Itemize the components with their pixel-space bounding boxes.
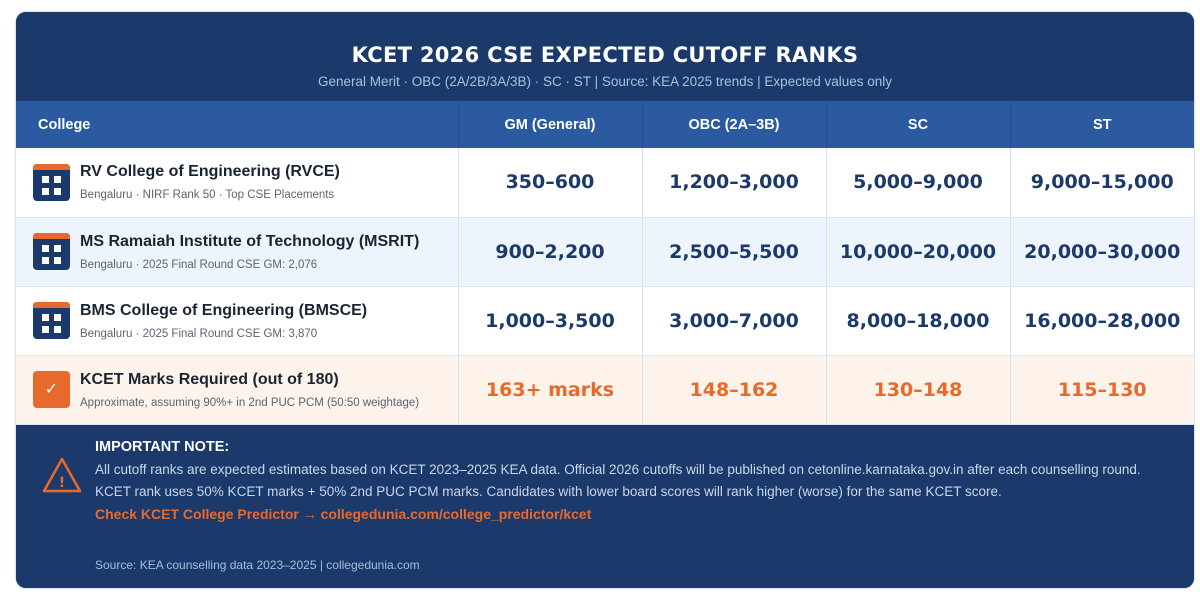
table-row: RV College of Engineering (RVCE) Bengalu… xyxy=(16,148,1194,218)
gm-cutoff: 900–2,200 xyxy=(458,217,643,287)
important-note: ! IMPORTANT NOTE: All cutoff ranks are e… xyxy=(16,424,1194,588)
college-cell: BMS College of Engineering (BMSCE) Benga… xyxy=(16,286,459,356)
sc-cutoff: 5,000–9,000 xyxy=(826,148,1011,218)
obc-marks: 148–162 xyxy=(642,355,827,425)
table-row: BMS College of Engineering (BMSCE) Benga… xyxy=(16,286,1194,356)
marks-label-cell: ✓ KCET Marks Required (out of 180) Appro… xyxy=(16,355,459,425)
warning-icon: ! xyxy=(42,457,82,492)
st-cutoff: 16,000–28,000 xyxy=(1010,286,1194,356)
college-name: RV College of Engineering (RVCE) xyxy=(80,163,340,181)
column-header-st: ST xyxy=(1092,116,1112,133)
college-cell: RV College of Engineering (RVCE) Bengalu… xyxy=(16,148,459,218)
table-row: MS Ramaiah Institute of Technology (MSRI… xyxy=(16,217,1194,287)
college-cell: MS Ramaiah Institute of Technology (MSRI… xyxy=(16,217,459,287)
college-name: MS Ramaiah Institute of Technology (MSRI… xyxy=(80,232,420,250)
column-header-college: College xyxy=(16,101,459,148)
marks-title: KCET Marks Required (out of 180) xyxy=(80,370,339,388)
column-header-obc: OBC (2A–3B) xyxy=(642,101,827,148)
note-line-1: All cutoff ranks are expected estimates … xyxy=(95,461,1141,477)
note-line-2: KCET rank uses 50% KCET marks + 50% 2nd … xyxy=(95,483,1002,499)
college-meta: Bengaluru · 2025 Final Round CSE GM: 3,8… xyxy=(80,327,318,340)
marks-required-row: ✓ KCET Marks Required (out of 180) Appro… xyxy=(16,355,1194,425)
table-header-row: College GM (General) OBC (2A–3B) SC ST xyxy=(16,101,1194,148)
warning-glyph: ! xyxy=(59,475,65,491)
card-header: KCET 2026 CSE EXPECTED CUTOFF RANKS Gene… xyxy=(16,12,1194,101)
calendar-icon xyxy=(33,163,70,201)
obc-cutoff: 2,500–5,500 xyxy=(642,217,827,287)
column-header-sc: SC xyxy=(826,101,1011,148)
gm-cutoff: 1,000–3,500 xyxy=(458,286,643,356)
sc-cutoff: 8,000–18,000 xyxy=(826,286,1011,356)
cutoff-card: KCET 2026 CSE EXPECTED CUTOFF RANKS Gene… xyxy=(16,12,1194,588)
college-name: BMS College of Engineering (BMSCE) xyxy=(80,301,368,319)
marks-meta: Approximate, assuming 90%+ in 2nd PUC PC… xyxy=(80,396,420,409)
note-title: IMPORTANT NOTE: xyxy=(95,438,230,455)
gm-cutoff: 350–600 xyxy=(458,148,643,218)
calendar-icon xyxy=(33,233,70,270)
college-meta: Bengaluru · NIRF Rank 50 · Top CSE Place… xyxy=(80,189,335,202)
st-cutoff: 20,000–30,000 xyxy=(1010,217,1194,287)
obc-cutoff: 3,000–7,000 xyxy=(642,286,827,356)
cutoff-table: College GM (General) OBC (2A–3B) SC ST R… xyxy=(16,101,1194,425)
college-meta: Bengaluru · 2025 Final Round CSE GM: 2,0… xyxy=(80,258,318,271)
predictor-link[interactable]: Check KCET College Predictor → collegedu… xyxy=(95,505,592,522)
sc-marks: 130–148 xyxy=(826,355,1011,425)
column-header-gm: GM (General) xyxy=(458,101,643,148)
st-cutoff: 9,000–15,000 xyxy=(1010,148,1194,218)
page-title: KCET 2026 CSE EXPECTED CUTOFF RANKS xyxy=(351,43,859,67)
gm-marks: 163+ marks xyxy=(458,355,643,425)
calendar-icon xyxy=(33,302,70,339)
st-marks: 115–130 xyxy=(1010,355,1194,425)
checkmark-icon: ✓ xyxy=(33,371,70,408)
obc-cutoff: 1,200–3,000 xyxy=(642,148,827,218)
page-subtitle: General Merit · OBC (2A/2B/3A/3B) · SC ·… xyxy=(317,74,893,89)
sc-cutoff: 10,000–20,000 xyxy=(826,217,1011,287)
source-footer: Source: KEA counselling data 2023–2025 |… xyxy=(95,557,420,572)
